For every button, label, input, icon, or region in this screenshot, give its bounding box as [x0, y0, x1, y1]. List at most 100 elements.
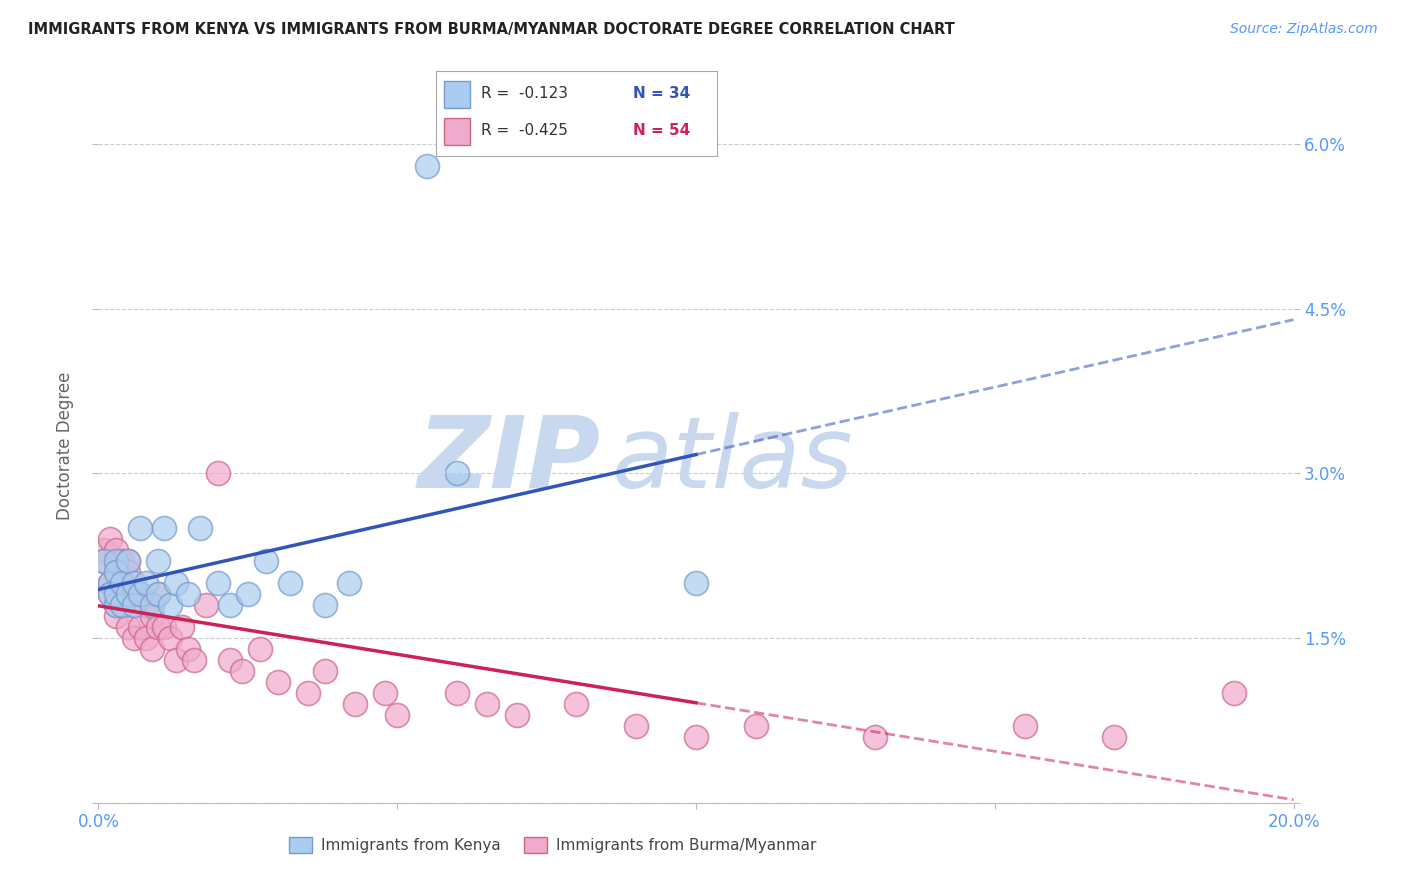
Y-axis label: Doctorate Degree: Doctorate Degree — [56, 372, 75, 520]
Point — [111, 598, 134, 612]
Point — [105, 554, 128, 568]
Text: IMMIGRANTS FROM KENYA VS IMMIGRANTS FROM BURMA/MYANMAR DOCTORATE DEGREE CORRELAT: IMMIGRANTS FROM KENYA VS IMMIGRANTS FROM… — [28, 22, 955, 37]
Text: ZIP: ZIP — [418, 412, 600, 508]
Point — [177, 642, 200, 657]
Point — [385, 708, 409, 723]
Bar — [444, 80, 470, 108]
Point — [865, 730, 887, 744]
Point — [135, 576, 157, 591]
Point — [105, 566, 128, 580]
Point — [165, 653, 187, 667]
Point — [98, 533, 122, 547]
Point — [129, 587, 152, 601]
Point — [148, 587, 170, 601]
Text: R =  -0.425: R = -0.425 — [481, 123, 568, 138]
Point — [416, 159, 439, 173]
Point — [135, 598, 157, 612]
Point — [446, 686, 468, 700]
Point — [124, 576, 146, 591]
Point — [111, 576, 134, 591]
Point — [105, 566, 128, 580]
Point — [141, 598, 163, 612]
Text: atlas: atlas — [613, 412, 853, 508]
Point — [1104, 730, 1126, 744]
Point — [159, 631, 181, 645]
Legend: Immigrants from Kenya, Immigrants from Burma/Myanmar: Immigrants from Kenya, Immigrants from B… — [283, 831, 823, 859]
Point — [124, 631, 146, 645]
Point — [98, 576, 122, 591]
Point — [315, 598, 337, 612]
Point — [117, 587, 139, 601]
Point — [236, 587, 259, 601]
Point — [141, 609, 163, 624]
Point — [207, 467, 229, 481]
Point — [475, 697, 498, 711]
Point — [297, 686, 319, 700]
Point — [315, 664, 337, 678]
Point — [153, 521, 176, 535]
Point — [117, 620, 139, 634]
Point — [129, 521, 152, 535]
Point — [98, 576, 122, 591]
Point — [105, 598, 128, 612]
Point — [105, 587, 128, 601]
Point — [278, 576, 301, 591]
Point — [148, 587, 170, 601]
Text: R =  -0.123: R = -0.123 — [481, 86, 568, 101]
Point — [148, 620, 170, 634]
Point — [124, 598, 146, 612]
Point — [105, 609, 128, 624]
Point — [98, 587, 122, 601]
Point — [626, 719, 648, 733]
Point — [117, 587, 139, 601]
Point — [93, 554, 115, 568]
Point — [207, 576, 229, 591]
Point — [111, 554, 134, 568]
Point — [105, 543, 128, 558]
Point — [188, 521, 211, 535]
Point — [135, 631, 157, 645]
Point — [124, 598, 146, 612]
Point — [183, 653, 205, 667]
Point — [117, 566, 139, 580]
Bar — [444, 118, 470, 145]
Point — [344, 697, 367, 711]
Point — [177, 587, 200, 601]
Point — [267, 675, 290, 690]
Point — [98, 587, 122, 601]
Text: N = 34: N = 34 — [633, 86, 690, 101]
Point — [111, 576, 134, 591]
Point — [685, 576, 707, 591]
Point — [745, 719, 768, 733]
Point — [148, 554, 170, 568]
Point — [105, 598, 128, 612]
Point — [117, 554, 139, 568]
Point — [111, 598, 134, 612]
Point — [159, 598, 181, 612]
Point — [195, 598, 218, 612]
Point — [219, 598, 242, 612]
Point — [1014, 719, 1036, 733]
Text: Source: ZipAtlas.com: Source: ZipAtlas.com — [1230, 22, 1378, 37]
Point — [339, 576, 361, 591]
Point — [506, 708, 529, 723]
Point — [685, 730, 707, 744]
Point — [129, 620, 152, 634]
Point — [93, 554, 115, 568]
Point — [249, 642, 271, 657]
Point — [165, 576, 187, 591]
Point — [141, 642, 163, 657]
Point — [254, 554, 277, 568]
Point — [117, 554, 139, 568]
Point — [219, 653, 242, 667]
Point — [129, 587, 152, 601]
Point — [565, 697, 588, 711]
Point — [446, 467, 468, 481]
Point — [231, 664, 253, 678]
Point — [172, 620, 194, 634]
Point — [153, 620, 176, 634]
Text: N = 54: N = 54 — [633, 123, 690, 138]
Point — [93, 543, 115, 558]
Point — [374, 686, 396, 700]
Point — [1223, 686, 1246, 700]
